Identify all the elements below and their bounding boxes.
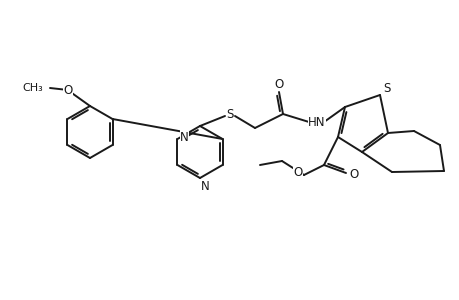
- Text: N: N: [180, 130, 189, 143]
- Text: S: S: [226, 107, 233, 121]
- Text: O: O: [63, 83, 73, 97]
- Text: CH₃: CH₃: [22, 83, 43, 93]
- Text: HN: HN: [308, 116, 325, 128]
- Text: N: N: [200, 179, 209, 193]
- Text: S: S: [382, 82, 390, 94]
- Text: O: O: [293, 167, 302, 179]
- Text: O: O: [349, 169, 358, 182]
- Text: O: O: [274, 77, 283, 91]
